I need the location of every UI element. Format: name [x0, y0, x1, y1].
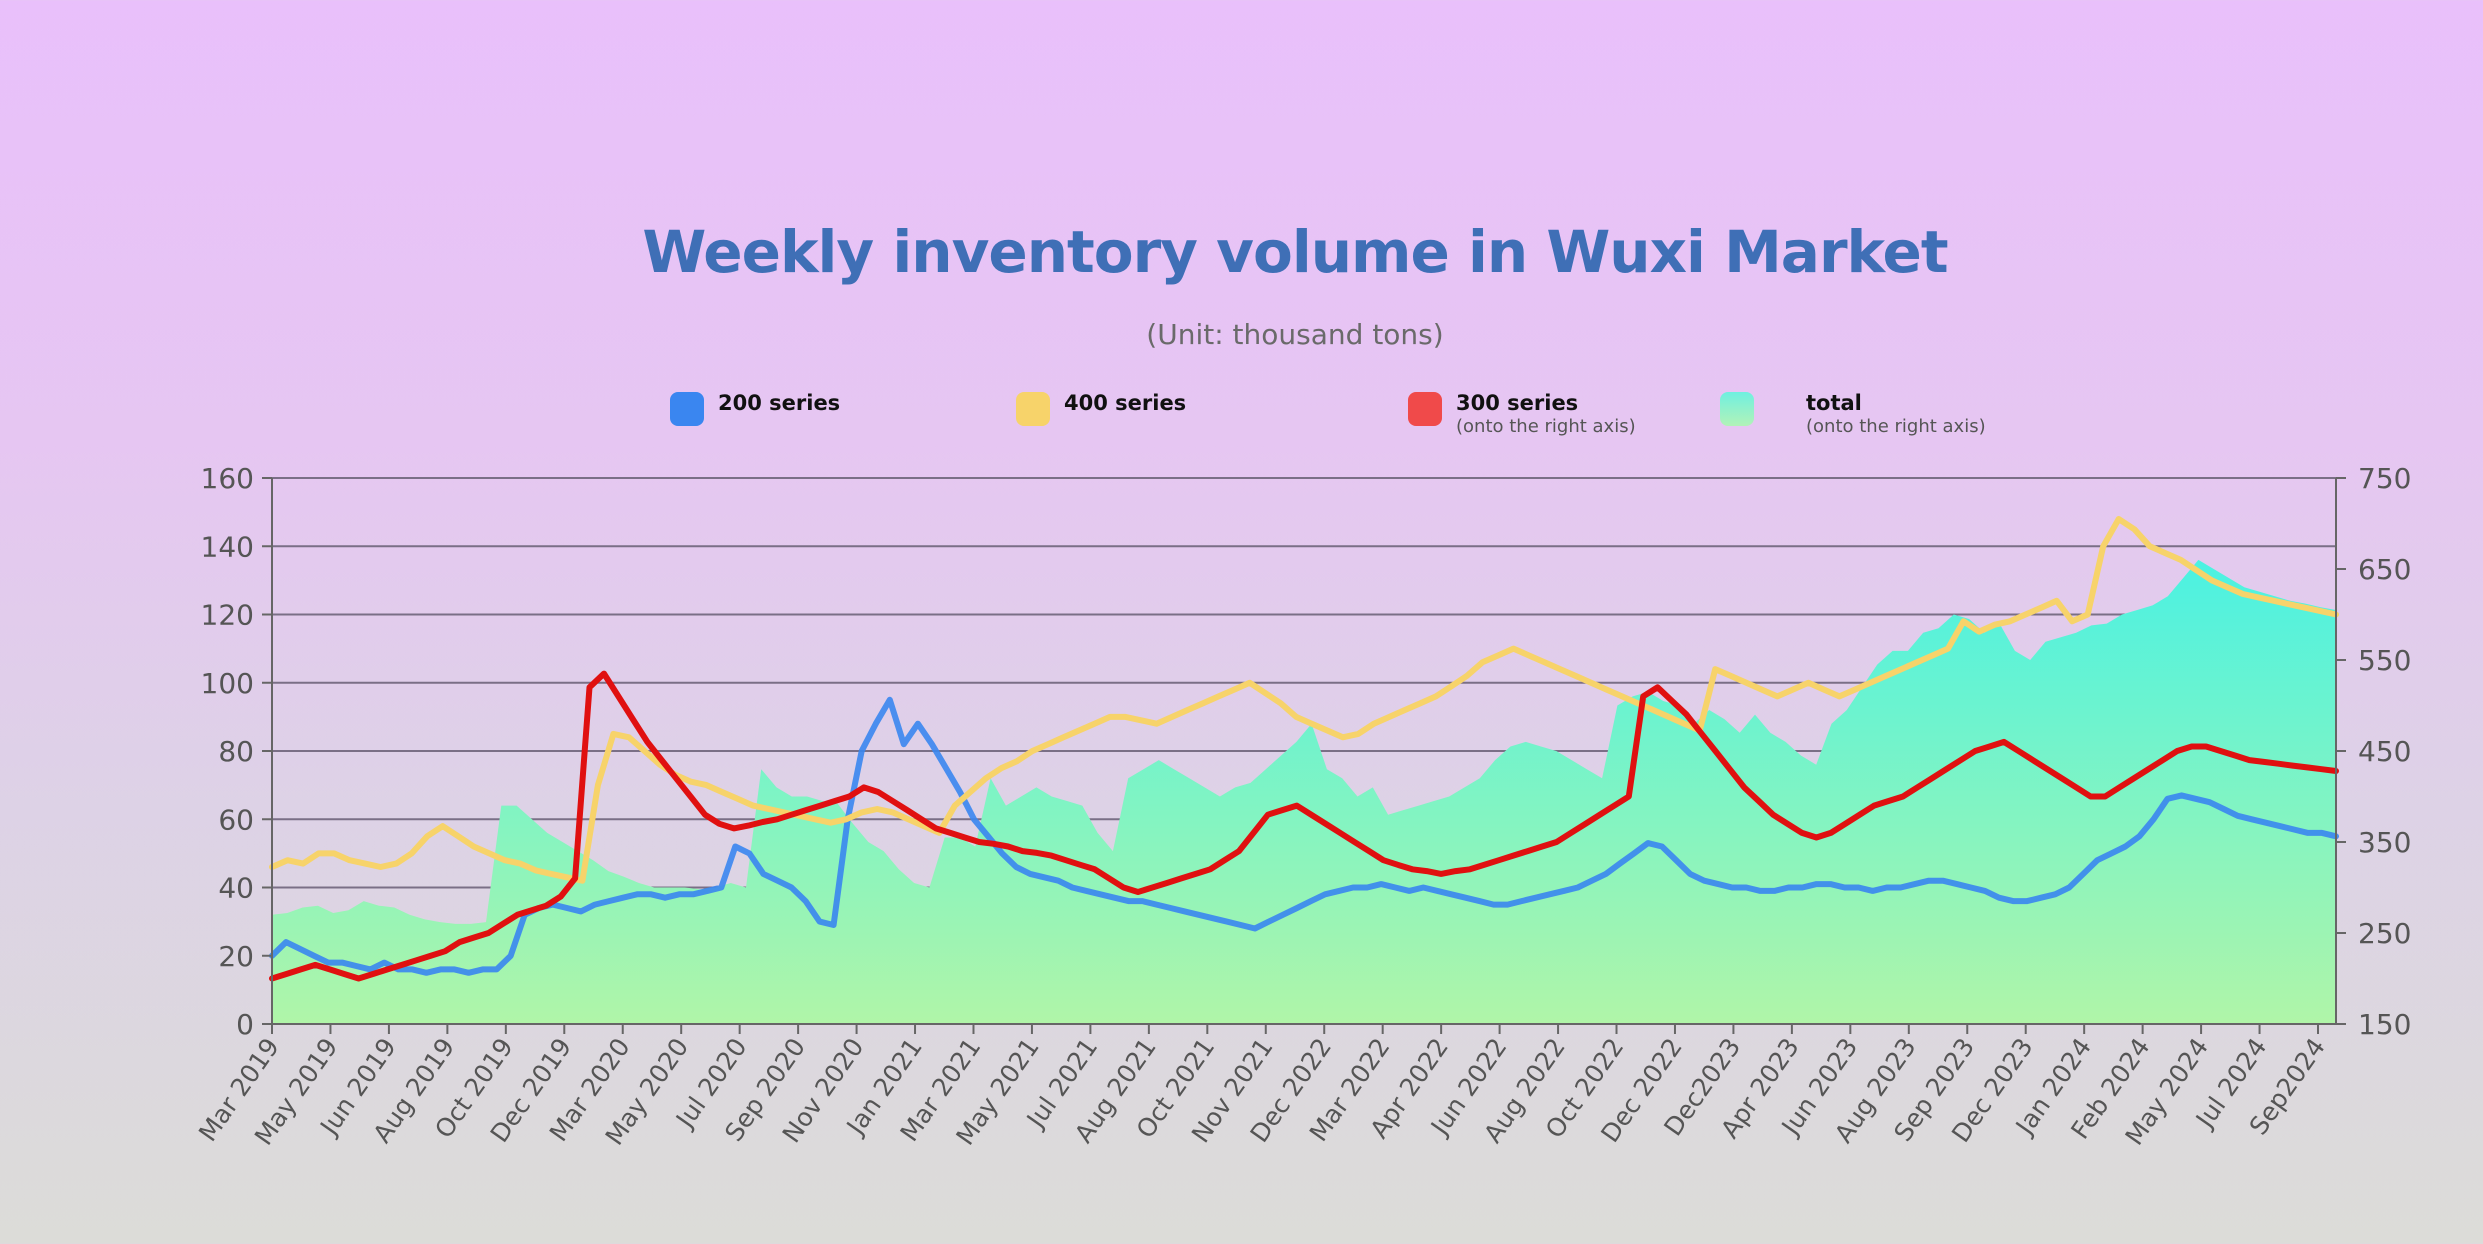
chart-title: Weekly inventory volume in Wuxi Market [642, 218, 1948, 286]
legend-label-400-series: 400 series [1064, 391, 1187, 415]
area-layer [272, 559, 2336, 1024]
chart-subtitle: (Unit: thousand tons) [1146, 318, 1444, 351]
legend-item-400-series[interactable]: 400 series [1016, 390, 1186, 426]
legend-item-200-series[interactable]: 200 series [670, 390, 840, 426]
left-tick-label: 0 [236, 1008, 254, 1041]
right-tick-label: 750 [2358, 462, 2411, 495]
left-tick-label: 120 [201, 599, 254, 632]
right-tick-label: 450 [2358, 735, 2411, 768]
left-tick-label: 40 [218, 872, 254, 905]
legend-swatch-300-series [1408, 392, 1442, 426]
legend-item-total[interactable]: total (onto the right axis) [1720, 390, 1986, 438]
right-tick-label: 550 [2358, 644, 2411, 677]
right-tick-label: 250 [2358, 917, 2411, 950]
line-400-series [269, 516, 2339, 884]
legend-note-300-series: (onto the right axis) [1456, 416, 1636, 437]
right-tick-label: 650 [2358, 553, 2411, 586]
legend-label-300-series: 300 series [1456, 391, 1579, 415]
legend-note-total: (onto the right axis) [1806, 416, 1986, 437]
line-300-series [269, 670, 2339, 982]
left-tick-label: 20 [218, 940, 254, 973]
right-tick-label: 150 [2358, 1008, 2411, 1041]
legend-swatch-200-series [670, 392, 704, 426]
left-tick-label: 80 [218, 735, 254, 768]
left-tick-label: 160 [201, 462, 254, 495]
legend-swatch-total [1720, 392, 1754, 426]
area-total [272, 559, 2336, 1024]
right-tick-label: 350 [2358, 826, 2411, 859]
axes [262, 477, 2346, 1034]
legend-label-total: total [1806, 391, 1862, 415]
left-tick-label: 140 [201, 530, 254, 563]
legend-label-200-series: 200 series [718, 391, 841, 415]
left-tick-label: 60 [218, 803, 254, 836]
line-200-series [269, 696, 2339, 976]
left-tick-label: 100 [201, 667, 254, 700]
legend-item-300-series[interactable]: 300 series (onto the right axis) [1408, 390, 1636, 438]
legend-swatch-400-series [1016, 392, 1050, 426]
line-layer [269, 516, 2339, 982]
